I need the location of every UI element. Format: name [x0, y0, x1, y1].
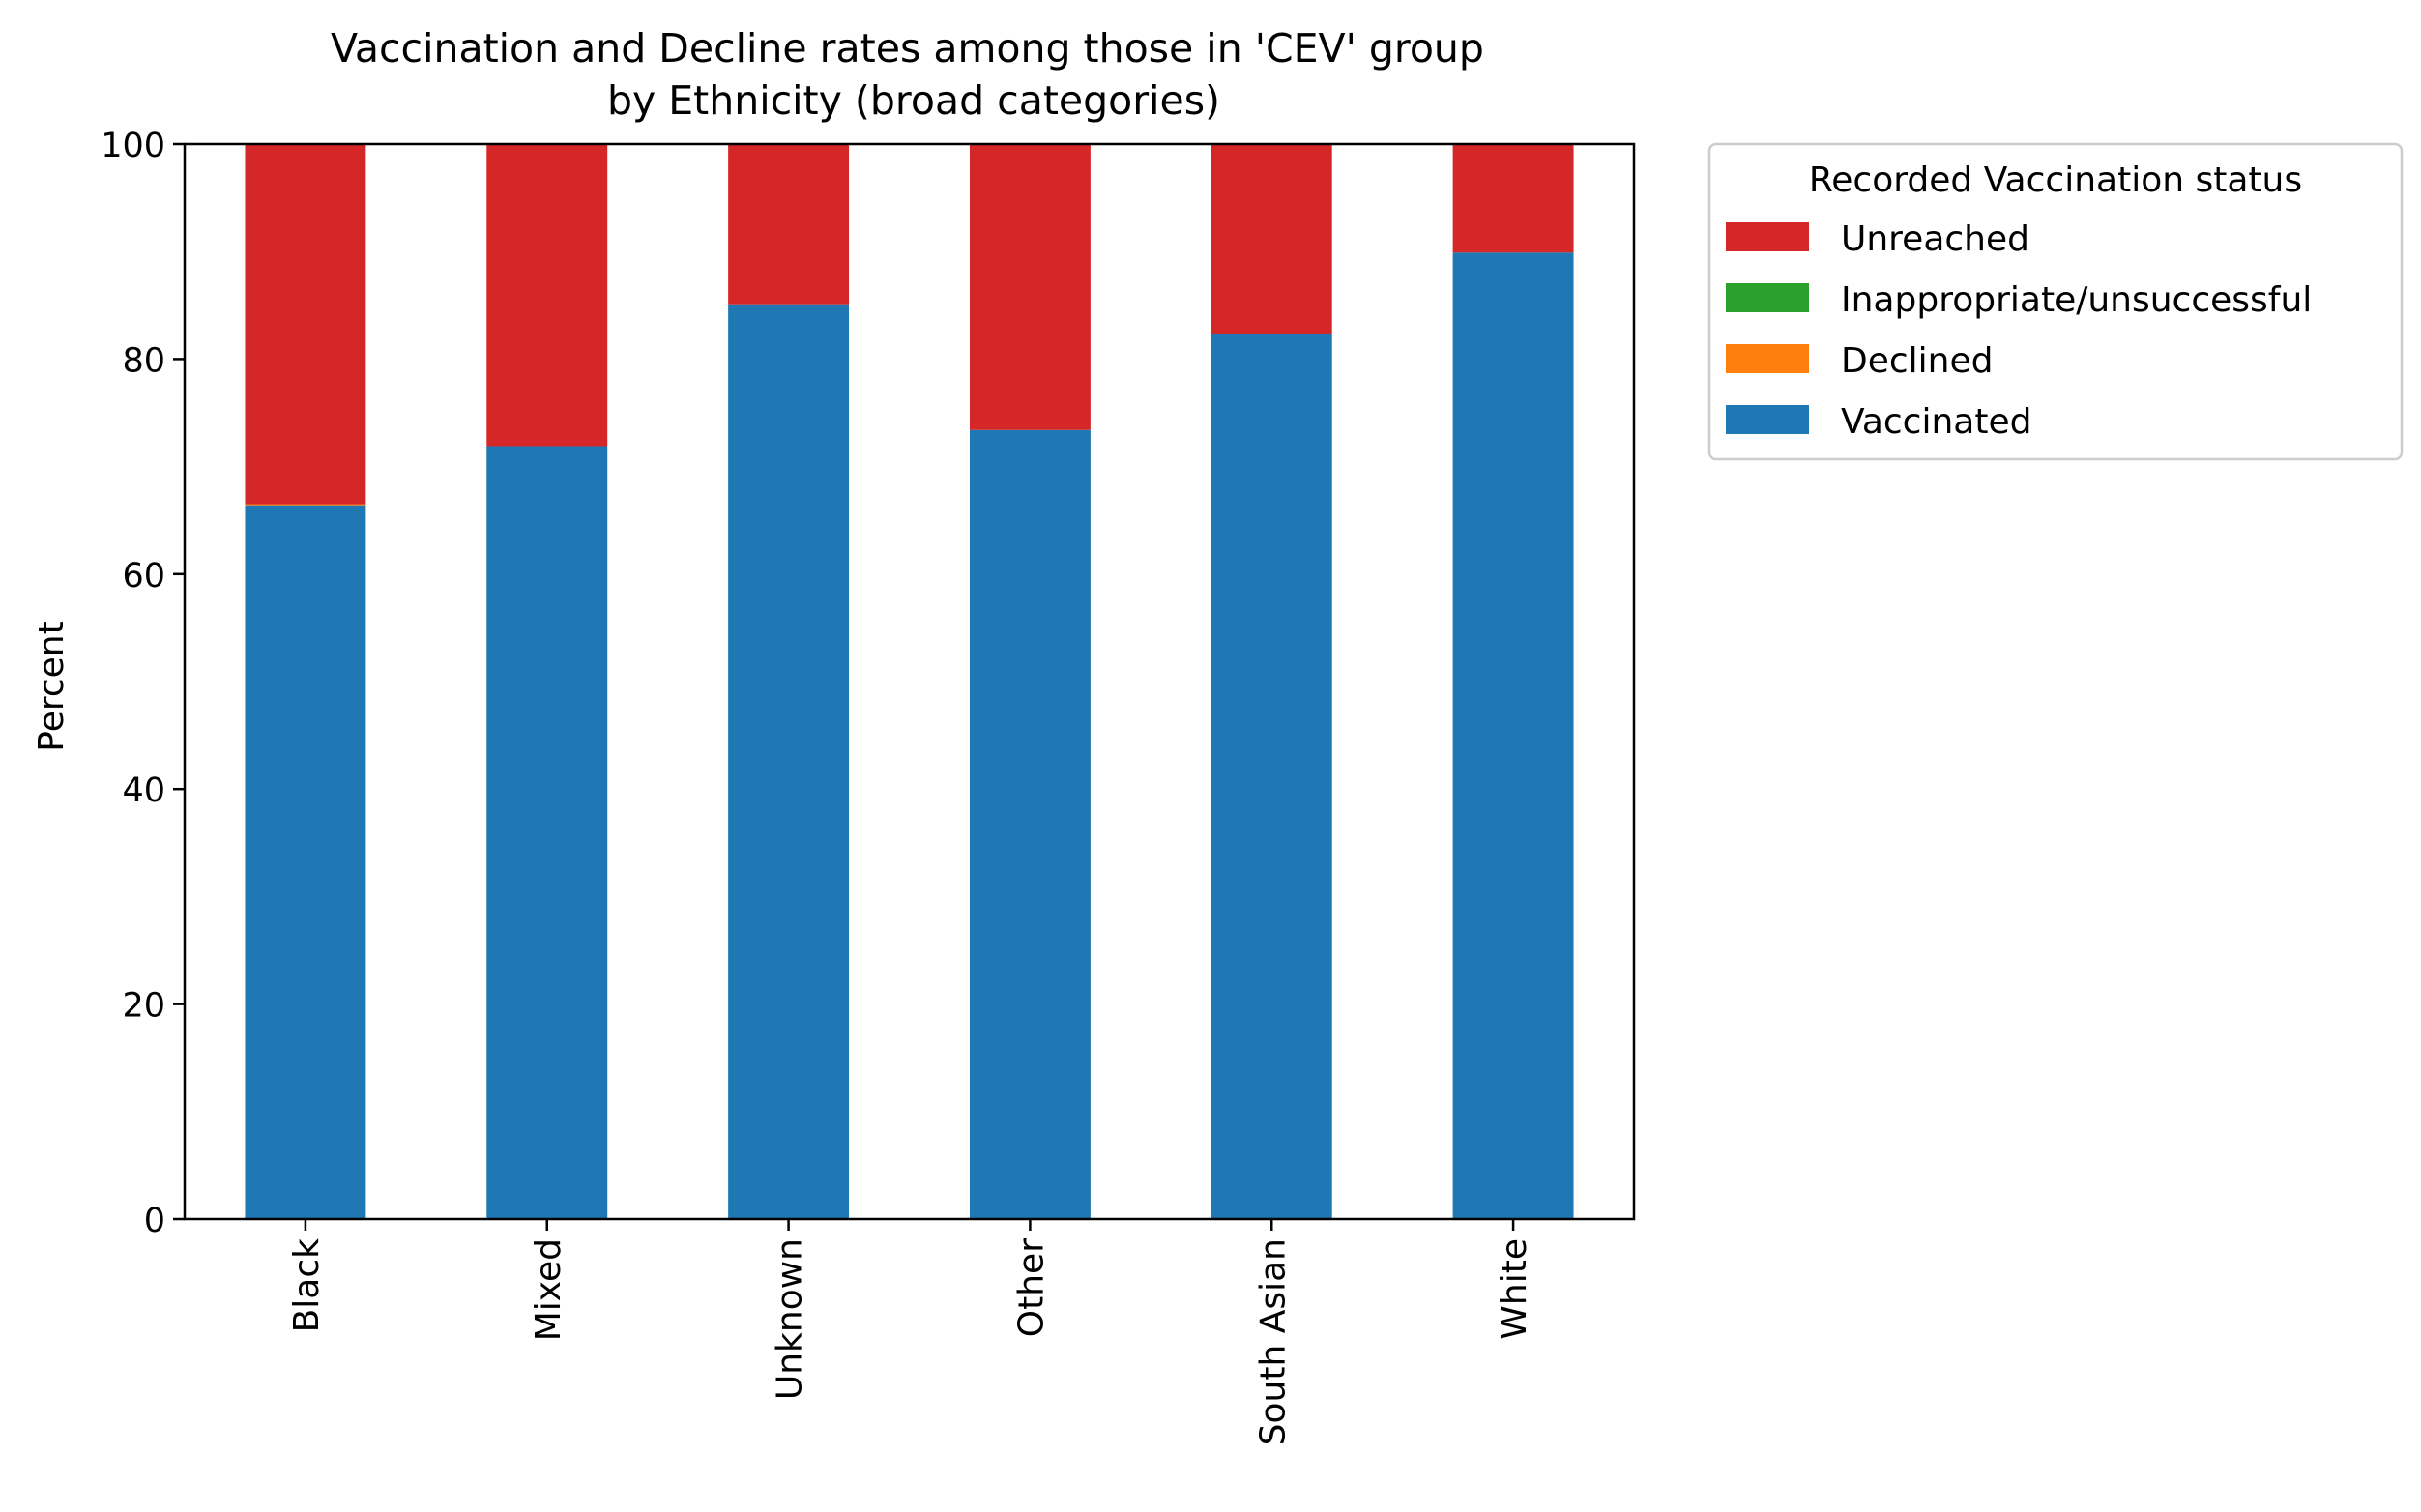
legend-label-inappropriate-unsuccessful: Inappropriate/unsuccessful — [1841, 280, 2312, 320]
bars-layer — [245, 144, 1574, 1220]
y-tick-label: 100 — [101, 127, 165, 165]
bar-vaccinated-mixed — [486, 446, 608, 1219]
y-tick-label: 60 — [122, 557, 165, 596]
x-axis: Black Mixed Unknown Other South Asian White — [287, 1219, 1534, 1445]
bar-unreached-black — [245, 144, 366, 505]
x-tick-label: Other — [1011, 1238, 1051, 1337]
bar-unreached-white — [1452, 144, 1574, 253]
x-tick-label: Black — [287, 1238, 327, 1333]
legend-swatch-unreached — [1726, 222, 1809, 251]
bar-vaccinated-white — [1452, 252, 1574, 1219]
bar-unreached-south-asian — [1210, 144, 1332, 334]
y-axis: 0 20 40 60 80 100 — [101, 127, 185, 1240]
legend-swatch-inappropriate-unsuccessful — [1726, 283, 1809, 312]
bar-vaccinated-black — [245, 505, 366, 1219]
legend-frame — [1707, 142, 2404, 461]
y-axis-label: Percent — [32, 621, 72, 751]
chart-title-line-1: Vaccination and Decline rates among thos… — [331, 25, 1484, 72]
bar-vaccinated-unknown — [728, 304, 850, 1219]
x-tick-label: Mixed — [529, 1238, 569, 1341]
legend-swatch-declined — [1726, 344, 1809, 373]
y-tick-label: 40 — [122, 771, 165, 810]
chart-title-line-2: by Ethnicity (broad categories) — [607, 77, 1220, 124]
legend-items: Unreached Inappropriate/unsuccessful Decli… — [1726, 219, 2312, 442]
bar-unreached-mixed — [486, 144, 608, 447]
bar-vaccinated-south-asian — [1210, 334, 1332, 1220]
bar-declined-black — [245, 504, 366, 506]
legend-label-declined: Declined — [1841, 341, 1993, 381]
legend-title: Recorded Vaccination status — [1809, 160, 2302, 200]
x-tick-label: South Asian — [1253, 1238, 1293, 1445]
chart-title: Vaccination and Decline rates among thos… — [331, 25, 1497, 124]
x-tick-label: Unknown — [771, 1238, 810, 1400]
legend-swatch-vaccinated — [1726, 405, 1809, 434]
y-tick-label: 0 — [144, 1202, 165, 1240]
bar-unreached-unknown — [728, 144, 850, 305]
legend-label-vaccinated: Vaccinated — [1841, 402, 2031, 442]
y-tick-label: 20 — [122, 987, 165, 1026]
bar-unreached-other — [969, 144, 1091, 430]
legend-label-unreached: Unreached — [1841, 219, 2029, 259]
y-tick-label: 80 — [122, 341, 165, 380]
x-tick-label: White — [1495, 1238, 1534, 1340]
bar-vaccinated-other — [969, 429, 1091, 1219]
plot-frame — [183, 142, 1636, 1221]
legend: Recorded Vaccination status Unreached Ina… — [1707, 142, 2404, 461]
